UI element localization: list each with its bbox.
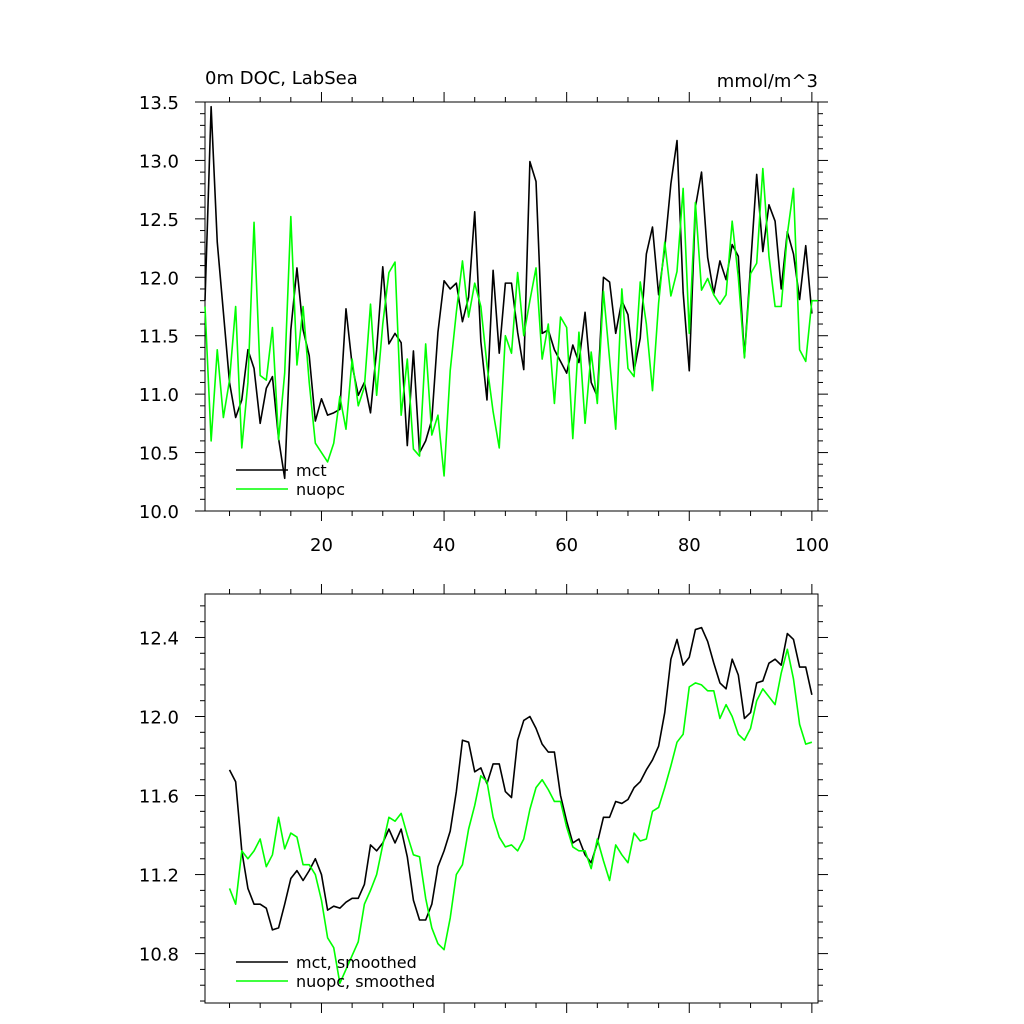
legend-label-mct: mct: [296, 461, 327, 480]
y-tick-label: 13.0: [139, 151, 179, 172]
bottom-series: [228, 626, 813, 985]
top-plot-frame: [204, 101, 819, 512]
bottom-legend: mct, smoothed nuopc, smoothed: [236, 953, 435, 991]
y-tick-label: 10.0: [139, 502, 179, 523]
y-tick-label: 12.4: [139, 628, 179, 649]
y-tick-label: 10.5: [139, 444, 179, 465]
x-tick-label: 60: [555, 535, 578, 556]
series-line-mct: [204, 105, 813, 480]
legend-label-nuopc-smoothed: nuopc, smoothed: [296, 972, 435, 991]
y-tick-label: 11.2: [139, 866, 179, 887]
top-series: [204, 105, 818, 480]
bottom-plot-frame: [204, 593, 819, 1004]
top-title: 0m DOC, LabSea: [205, 68, 358, 89]
y-tick-label: 11.6: [139, 787, 179, 808]
top-units: mmol/m^3: [717, 71, 818, 92]
x-tick-label: 20: [310, 535, 333, 556]
legend-label-nuopc: nuopc: [296, 480, 345, 499]
y-tick-label: 12.0: [139, 708, 179, 729]
series-line-mct-smoothed: [228, 626, 813, 931]
bottom-ticks: 10.8 11.2 11.6 12.0 12.4: [139, 584, 828, 1013]
bottom-panel: 10.8 11.2 11.6 12.0 12.4 mct, smoothed nuopc…: [139, 584, 828, 1013]
y-tick-label: 12.5: [139, 210, 179, 231]
y-tick-label: 11.0: [139, 385, 179, 406]
series-line-nuopc: [204, 167, 818, 477]
y-tick-label: 11.5: [139, 327, 179, 348]
x-tick-label: 100: [795, 535, 829, 556]
x-tick-label: 40: [433, 535, 456, 556]
x-tick-label: 80: [678, 535, 701, 556]
y-tick-label: 13.5: [139, 93, 179, 114]
y-tick-label: 10.8: [139, 945, 179, 966]
top-legend: mct nuopc: [236, 461, 345, 499]
y-tick-label: 12.0: [139, 268, 179, 289]
top-panel: 0m DOC, LabSea mmol/m^3 20 40 60 80 100 10.0 1…: [139, 68, 829, 556]
top-ticks: 20 40 60 80 100 10.0 10.5 11.0 11.5 12.0 12.5 13.0 1…: [139, 92, 829, 556]
legend-label-mct-smoothed: mct, smoothed: [296, 953, 417, 972]
series-line-nuopc-smoothed: [228, 648, 813, 985]
